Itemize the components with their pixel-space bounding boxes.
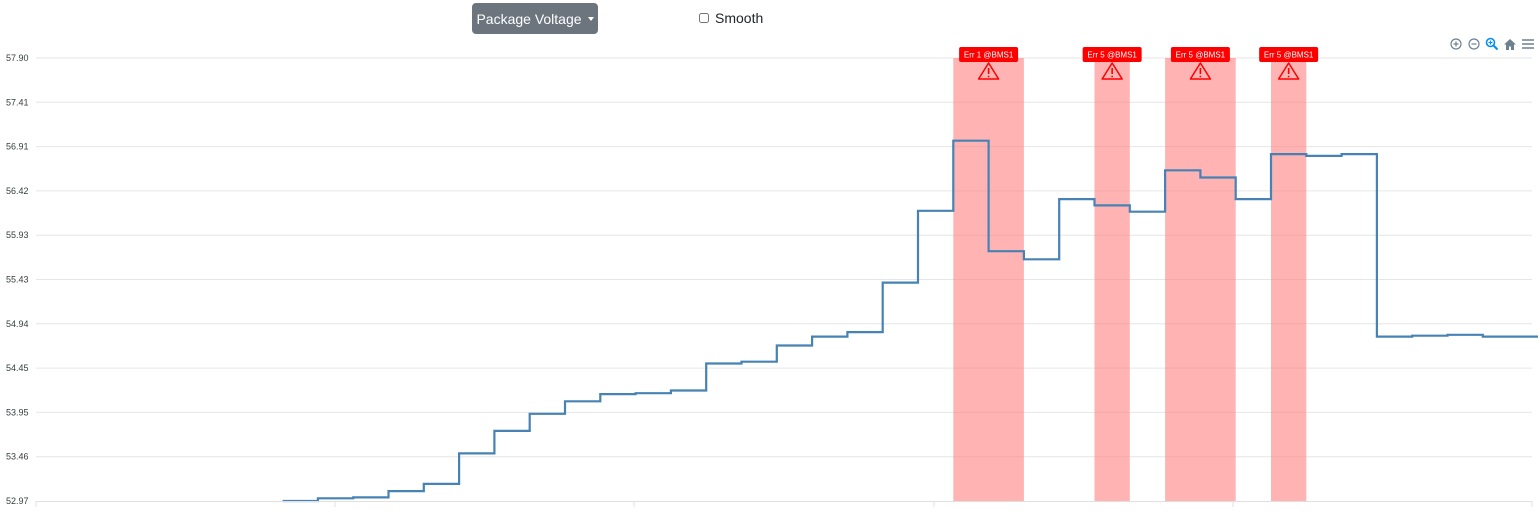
y-tick-label: 55.93	[6, 230, 29, 240]
zoom-selection-icon[interactable]	[1484, 37, 1500, 51]
y-tick-label: 52.97	[6, 496, 29, 506]
warning-dot	[1287, 75, 1290, 78]
y-tick-label: 54.94	[6, 319, 29, 329]
annotation-label: Err 5 @BMS1	[1176, 51, 1226, 60]
annotation-label-bg	[1170, 47, 1230, 62]
y-tick-label: 53.95	[6, 407, 29, 417]
error-band	[1165, 58, 1236, 501]
metric-dropdown-label: Package Voltage	[476, 10, 582, 27]
warning-dot	[1199, 75, 1202, 78]
error-annotation: Err 1 @BMS1	[959, 47, 1019, 80]
warning-triangle	[977, 62, 1000, 80]
series-layer	[282, 139, 1538, 503]
warning-dot	[987, 75, 990, 78]
y-axis: 57.90 57.41 56.91 56.42 55.93 55.43 54.94 54.45…	[6, 53, 29, 506]
y-tick-label: 53.46	[6, 452, 29, 462]
series-line	[282, 139, 1538, 503]
warning-triangle	[1189, 62, 1212, 80]
zoom-in-icon[interactable]	[1448, 37, 1464, 51]
warning-icon	[1101, 62, 1123, 80]
warning-icon	[1277, 62, 1300, 80]
error-band	[1271, 58, 1307, 501]
warning-dot	[1111, 75, 1114, 78]
caret-down-icon	[587, 17, 594, 21]
annotation-label-bg	[1082, 47, 1142, 62]
error-band	[1094, 58, 1130, 501]
smooth-checkbox[interactable]	[699, 13, 709, 23]
error-annotation: Err 5 @BMS1	[1259, 47, 1319, 80]
chart-toolbar	[1448, 37, 1536, 51]
smooth-label: Smooth	[715, 10, 764, 26]
metric-dropdown-button[interactable]: Package Voltage	[472, 3, 598, 34]
annotation-label: Err 1 @BMS1	[964, 51, 1014, 60]
error-annotations: Err 1 @BMS1 Err 5 @BMS1 Err 5 @BMS1 Err 5 @…	[959, 47, 1319, 80]
menu-icon[interactable]	[1520, 37, 1536, 51]
warning-icon	[977, 62, 1000, 80]
y-tick-label: 54.45	[6, 363, 29, 373]
y-tick-label: 57.41	[6, 97, 29, 107]
annotation-label-bg	[1259, 47, 1319, 62]
annotation-label-bg	[959, 47, 1019, 62]
warning-triangle	[1277, 62, 1300, 80]
zoom-out-icon[interactable]	[1466, 37, 1482, 51]
y-tick-label: 56.91	[6, 142, 29, 152]
error-annotation: Err 5 @BMS1	[1170, 47, 1230, 80]
grid-lines	[36, 57, 1532, 458]
annotation-label: Err 5 @BMS1	[1087, 51, 1137, 60]
smooth-toggle[interactable]: Smooth	[699, 10, 763, 26]
error-bands	[953, 58, 1307, 501]
error-annotation: Err 5 @BMS1	[1082, 47, 1142, 80]
annotation-label: Err 5 @BMS1	[1264, 51, 1314, 60]
warning-triangle	[1101, 62, 1123, 80]
home-icon[interactable]	[1502, 37, 1518, 51]
x-axis	[35, 501, 1533, 507]
y-tick-label: 57.90	[6, 53, 29, 63]
error-band	[953, 58, 1024, 501]
y-tick-label: 55.43	[6, 275, 29, 285]
warning-icon	[1189, 62, 1212, 80]
y-tick-label: 56.42	[6, 186, 29, 196]
